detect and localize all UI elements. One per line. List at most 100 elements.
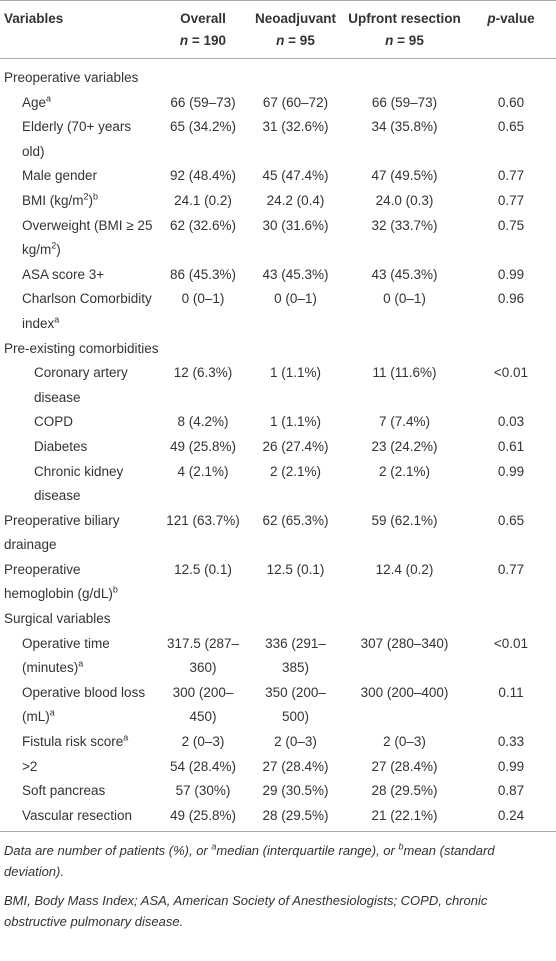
text-part: mean (standard deviation). — [4, 843, 495, 880]
value-cell: 62 (65.3%) — [262, 512, 329, 528]
value-cell: 2 (0–3) — [383, 734, 426, 750]
text-part: Male gender — [22, 168, 98, 184]
section-title: Preoperative variables — [4, 70, 139, 85]
header-cell: Neoadjuvant n = 95 — [248, 0, 343, 59]
data-row: Overweight (BMI ≥ 25 kg/m2) 62 (32.6%) 30 … — [0, 214, 556, 263]
text-part: Elderly (70+ years old) — [22, 119, 132, 159]
row-label: Soft pancreas — [0, 779, 158, 804]
section-title: Pre-existing comorbidities — [4, 340, 159, 356]
row-label: >2 — [0, 755, 158, 780]
value-cell: 29 (30.5%) — [262, 783, 329, 799]
row-label: Agea — [0, 91, 158, 116]
row-label: Male gender — [0, 164, 158, 189]
data-row: Operative time (minutes)a 317.5 (287–360)… — [0, 632, 556, 681]
value-cell: 66 (59–73) — [170, 94, 236, 110]
value-cell: 12.5 (0.1) — [174, 561, 232, 577]
spacer — [0, 59, 556, 67]
text-part: ) — [56, 242, 61, 258]
data-row: Coronary artery disease 12 (6.3%) 1 (1.1%)… — [0, 361, 556, 410]
header-cell: p-value — [466, 0, 556, 59]
value-cell: 0.60 — [497, 94, 525, 110]
value-cell: 12.5 (0.1) — [266, 561, 325, 577]
footnote: Data are number of patients (%), or amed… — [4, 840, 552, 882]
text-part: median (interquartile range), or — [216, 843, 399, 859]
value-cell: 21 (22.1%) — [343, 803, 466, 833]
row-label: Operative blood loss (mL)a — [0, 681, 158, 730]
value-cell: 43 (45.3%) — [371, 266, 438, 282]
text-part: Soft pancreas — [22, 783, 106, 799]
value-cell: 49 (25.8%) — [158, 803, 248, 833]
header-cell: Overall n = 190 — [158, 0, 248, 59]
value-cell: 54 (28.4%) — [169, 758, 237, 774]
value-cell: 300 (200–450) — [172, 684, 234, 725]
text-part: COPD — [34, 414, 74, 430]
value-cell: 26 (27.4%) — [262, 438, 329, 454]
row-label: Chronic kidney disease — [0, 460, 158, 509]
value-cell: 0.77 — [497, 168, 525, 184]
value-cell: 336 (291–385) — [265, 635, 326, 676]
text-part: Data are number of patients (%), or — [4, 843, 212, 859]
superscript: a — [78, 658, 84, 669]
text-part: ASA score 3+ — [22, 266, 105, 282]
row-label: ASA score 3+ — [0, 263, 158, 288]
value-cell: 121 (63.7%) — [166, 512, 240, 528]
value-cell: 0.99 — [497, 266, 525, 282]
value-cell: <0.01 — [493, 365, 529, 381]
text-part: BMI (kg/m — [22, 192, 84, 208]
data-row: Diabetes 49 (25.8%) 26 (27.4%) 23 (24.2%) 0.… — [0, 435, 556, 460]
value-cell: 24.1 (0.2) — [174, 192, 232, 208]
row-label: Vascular resection — [0, 803, 158, 833]
data-row: Fistula risk scorea 2 (0–3) 2 (0–3) 2 (0–3)… — [0, 730, 556, 755]
value-cell: 92 (48.4%) — [169, 168, 237, 184]
text-part: ) — [88, 192, 94, 208]
text-part: Overweight (BMI ≥ 25 kg/m — [22, 217, 153, 258]
row-label: BMI (kg/m2)b — [0, 189, 158, 214]
text-part: Vascular resection — [22, 807, 133, 823]
superscript: a — [123, 732, 129, 743]
value-cell: 11 (11.6%) — [372, 365, 437, 381]
header-n: n = 190 — [179, 33, 227, 48]
data-row: Elderly (70+ years old) 65 (34.2%) 31 (32.… — [0, 115, 556, 164]
value-cell: 0.96 — [497, 291, 525, 307]
text-part: Charlson Comorbidity index — [22, 291, 152, 331]
value-cell: 1 (1.1%) — [269, 414, 322, 430]
header-n: n = 95 — [385, 33, 424, 48]
header-label: Neoadjuvant — [254, 11, 336, 26]
header-cell: Variables — [0, 0, 158, 59]
data-row: Preoperative biliary drainage 121 (63.7%)… — [0, 509, 556, 558]
value-cell: 350 (200–500) — [265, 684, 326, 725]
value-cell: 65 (34.2%) — [169, 119, 237, 135]
text-part: Preoperative biliary drainage — [4, 512, 120, 553]
data-row: BMI (kg/m2)b 24.1 (0.2) 24.2 (0.4) 24.0 (0.… — [0, 189, 556, 214]
row-label: Operative time (minutes)a — [0, 632, 158, 681]
text-part: Preoperative hemoglobin (g/dL) — [4, 561, 113, 602]
text-part: Coronary artery disease — [34, 365, 128, 405]
value-cell: 0.87 — [497, 783, 525, 799]
header-label: Variables — [4, 11, 64, 26]
header-n: n = 95 — [276, 33, 315, 48]
value-cell: 2 (0–3) — [274, 734, 317, 750]
value-cell: 0.33 — [497, 734, 525, 750]
superscript: b — [398, 842, 404, 853]
value-cell: 0 (0–1) — [383, 291, 426, 307]
value-cell: 0.24 — [466, 803, 556, 833]
value-cell: 0 (0–1) — [274, 291, 317, 307]
row-label: Elderly (70+ years old) — [0, 115, 158, 164]
value-cell: 4 (2.1%) — [177, 463, 229, 479]
value-cell: 300 (200–400) — [360, 684, 449, 700]
value-cell: 23 (24.2%) — [371, 438, 438, 454]
value-cell: 45 (47.4%) — [262, 168, 329, 184]
value-cell: 12.4 (0.2) — [375, 561, 434, 577]
data-row: Soft pancreas 57 (30%) 29 (30.5%) 28 (29.5%… — [0, 779, 556, 804]
header-row: Variables Overall n = 190 Neoadjuvant n = 95… — [0, 0, 556, 59]
value-cell: 8 (4.2%) — [177, 414, 229, 430]
value-cell: 0 (0–1) — [181, 291, 225, 307]
data-row: Vascular resection 49 (25.8%) 28 (29.5%) 21… — [0, 803, 556, 833]
data-row: ASA score 3+ 86 (45.3%) 43 (45.3%) 43 (45.3… — [0, 263, 556, 288]
value-cell: 24.0 (0.3) — [375, 192, 434, 208]
footnote: BMI, Body Mass Index; ASA, American Soci… — [4, 890, 552, 932]
value-cell: 0.75 — [497, 217, 525, 233]
text-part: >2 — [22, 758, 38, 774]
row-label: Coronary artery disease — [0, 361, 158, 410]
text-part: Chronic kidney disease — [34, 463, 124, 504]
